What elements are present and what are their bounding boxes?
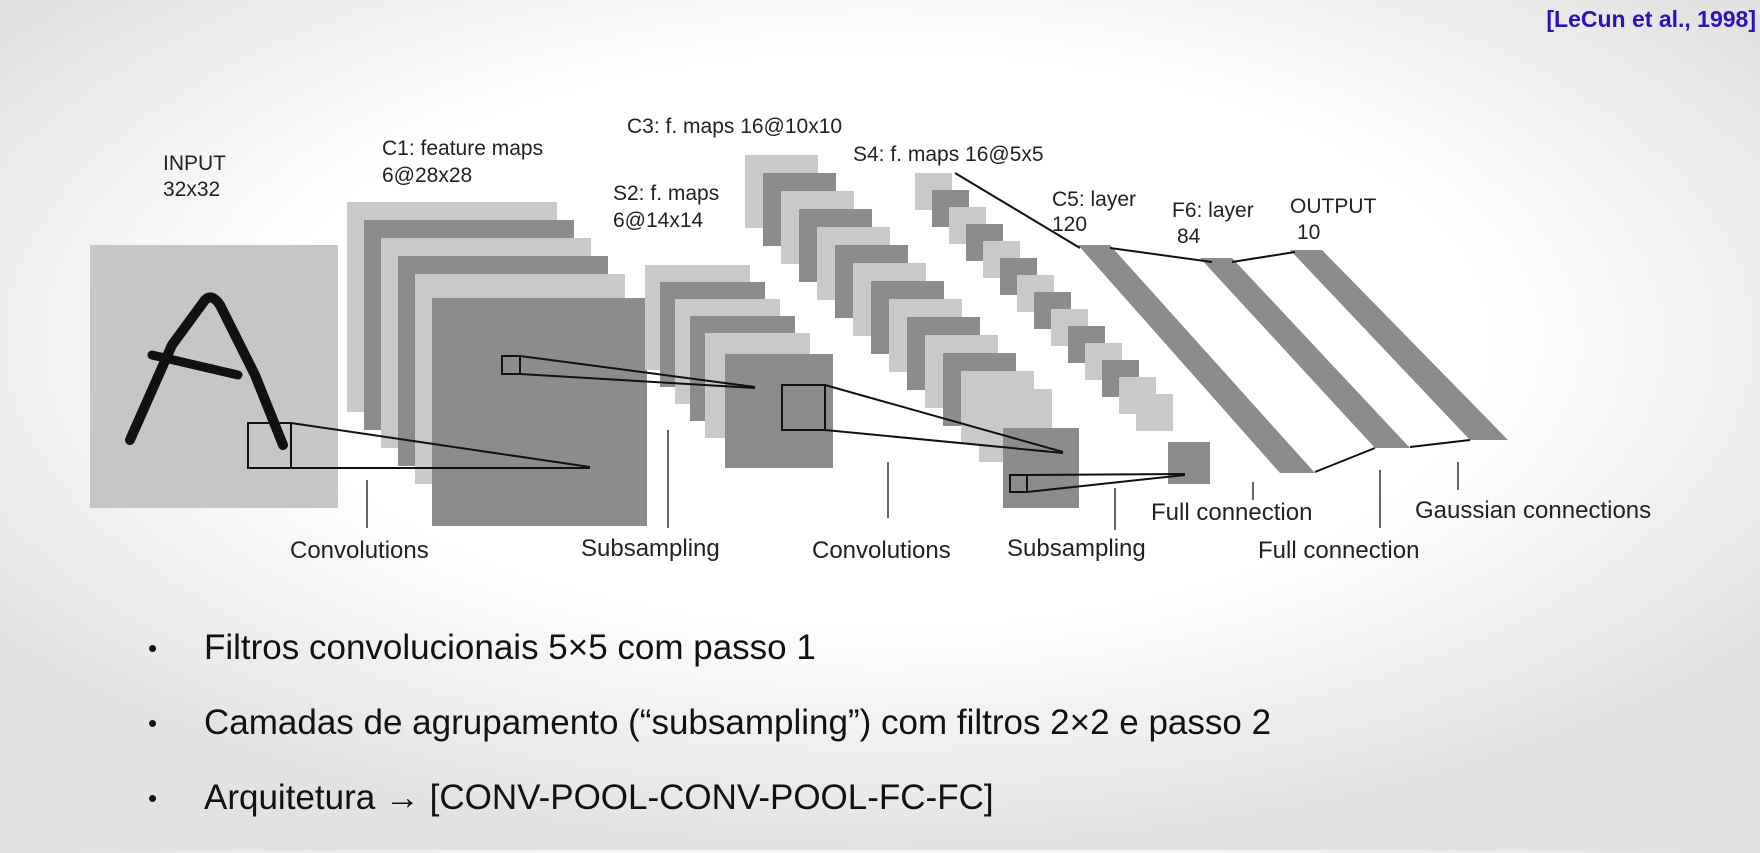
output-size-label: 10 (1297, 221, 1320, 244)
c5-label: C5: layer (1052, 188, 1136, 211)
input-layer (90, 245, 338, 508)
s2-label: S2: f. maps (613, 182, 719, 205)
bullet-dot-icon: • (148, 708, 158, 738)
c5-layer-bar (1078, 245, 1315, 473)
citation: [LeCun et al., 1998] (1546, 6, 1756, 32)
operation-labels: Convolutions Subsampling Convolutions Su… (290, 497, 1651, 564)
s2-size-label: 6@14x14 (613, 209, 704, 232)
projection-lines (290, 172, 1186, 493)
bullet-item: • Arquitetura → [CONV-POOL-CONV-POOL-FC-F… (148, 778, 1271, 853)
gaussian-connections-label: Gaussian connections (1415, 497, 1651, 524)
output-label: OUTPUT (1290, 195, 1377, 218)
input-label: INPUT (163, 152, 226, 175)
c3-label: C3: f. maps 16@10x10 (627, 115, 842, 138)
f6-layer-bar (1200, 258, 1410, 448)
s4-label: S4: f. maps 16@5x5 (853, 143, 1044, 166)
output-layer-bar (1290, 250, 1508, 440)
bullet-text: Camadas de agrupamento (“subsampling”) c… (204, 703, 1272, 742)
c1-label: C1: feature maps (382, 137, 543, 160)
subsampling-label-2: Subsampling (1007, 535, 1146, 562)
c1-feature-maps (347, 202, 647, 526)
convolutions-label-1: Convolutions (290, 537, 429, 564)
c5-size-label: 120 (1052, 213, 1087, 236)
handwritten-a-glyph (125, 292, 288, 450)
f6-size-label: 84 (1177, 225, 1201, 248)
full-connection-label-1: Full connection (1151, 499, 1312, 526)
handwritten-a-crossbar (147, 350, 243, 380)
layer-labels: INPUT 32x32 C1: feature maps 6@28x28 S2:… (163, 115, 1377, 248)
bullet-dot-icon: • (148, 783, 158, 813)
bullet-text: Filtros convolucionais 5×5 com passo 1 (204, 628, 816, 667)
full-connection-label-2: Full connection (1258, 537, 1419, 564)
f6-label: F6: layer (1172, 199, 1254, 222)
bullet-text: Arquitetura → [CONV-POOL-CONV-POOL-FC-FC… (204, 778, 994, 817)
input-size-label: 32x32 (163, 178, 220, 201)
convolutions-label-2: Convolutions (812, 537, 951, 564)
operation-ticks (366, 430, 1459, 530)
subsampling-label-1: Subsampling (581, 535, 720, 562)
fully-connected-layers (1078, 245, 1508, 473)
bullet-list: • Filtros convolucionais 5×5 com passo 1 … (148, 628, 1271, 853)
bullet-dot-icon: • (148, 633, 158, 663)
c3-feature-maps (745, 155, 1079, 508)
bullet-item: • Filtros convolucionais 5×5 com passo 1 (148, 628, 1271, 703)
lenet-architecture-diagram: INPUT 32x32 C1: feature maps 6@28x28 S2:… (90, 115, 1651, 564)
s4-feature-maps (915, 173, 1210, 484)
bullet-item: • Camadas de agrupamento (“subsampling”) … (148, 703, 1271, 778)
s2-feature-maps (645, 265, 833, 468)
c1-size-label: 6@28x28 (382, 164, 472, 187)
